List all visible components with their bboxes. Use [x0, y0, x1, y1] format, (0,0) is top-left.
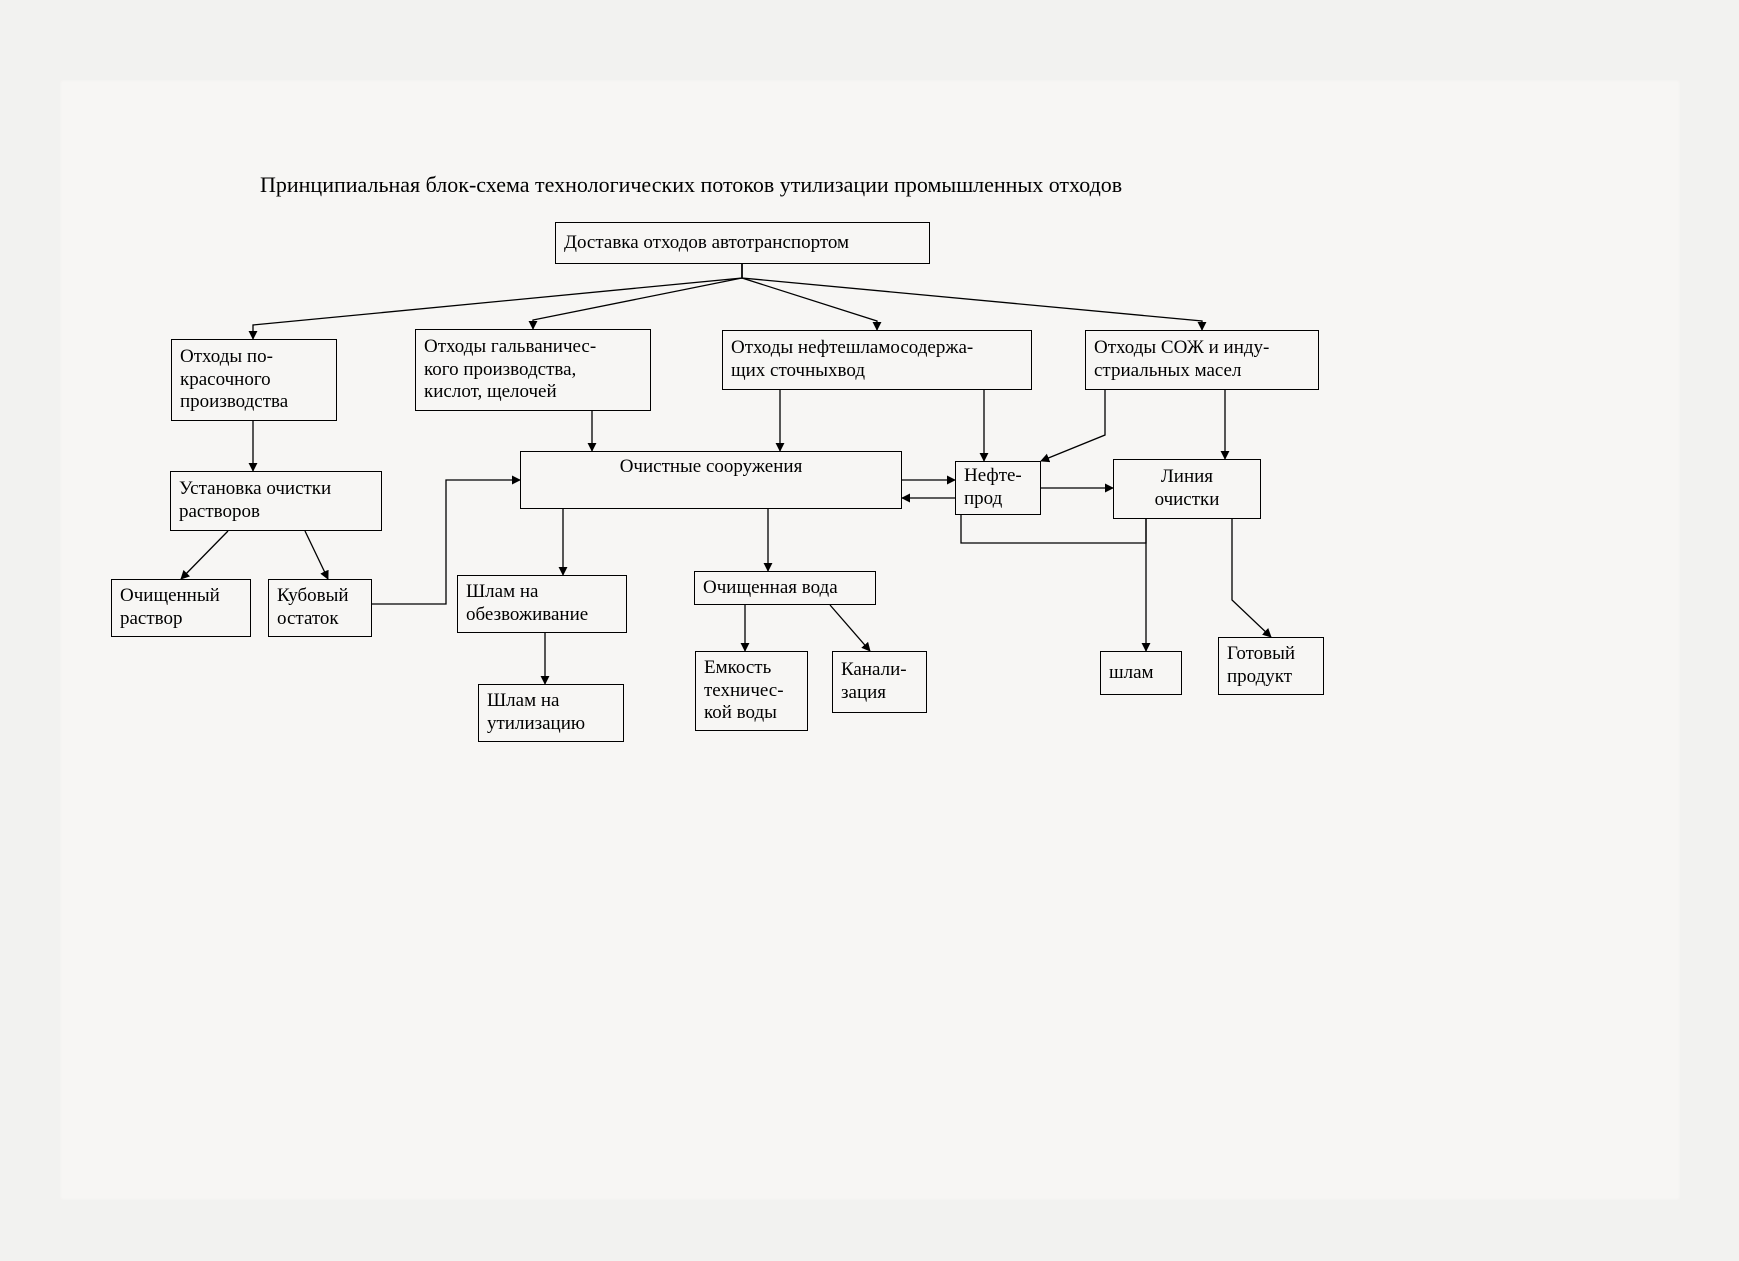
node-n_cleansol: Очищенныйраствор	[111, 579, 251, 637]
node-label: Отходы гальваничес-кого производства,кис…	[424, 336, 596, 404]
node-n_cleanline: Линияочистки	[1113, 459, 1261, 519]
node-n_product: Готовыйпродукт	[1218, 637, 1324, 695]
node-label: Канали-зация	[841, 659, 907, 705]
node-label: Отходы нефтешламосодержа-щих сточныхвод	[731, 337, 973, 383]
node-label: Доставка отходов автотранспортом	[564, 232, 849, 255]
node-n_delivery: Доставка отходов автотранспортом	[555, 222, 930, 264]
node-n_techwater: Емкостьтехничес-кой воды	[695, 651, 808, 731]
node-n_shlam: шлам	[1100, 651, 1182, 695]
node-label: Линияочистки	[1155, 466, 1220, 512]
node-n_sludge_util: Шлам наутилизацию	[478, 684, 624, 742]
node-label: Отходы по-красочногопроизводства	[180, 346, 288, 414]
diagram-title: Принципиальная блок-схема технологически…	[260, 172, 1122, 198]
node-label: Отходы СОЖ и инду-стриальных масел	[1094, 337, 1269, 383]
node-label: Шлам наутилизацию	[487, 690, 585, 736]
node-label: Кубовыйостаток	[277, 585, 349, 631]
node-label: Очистные сооружения	[620, 456, 803, 479]
node-n_sewer: Канали-зация	[832, 651, 927, 713]
page: Принципиальная блок-схема технологически…	[0, 0, 1739, 1261]
node-n_sozh: Отходы СОЖ и инду-стриальных масел	[1085, 330, 1319, 390]
node-n_galvanic: Отходы гальваничес-кого производства,кис…	[415, 329, 651, 411]
node-label: Очищенныйраствор	[120, 585, 220, 631]
node-label: Очищенная вода	[703, 577, 838, 600]
node-n_cleaninst: Установка очисткирастворов	[170, 471, 382, 531]
node-n_treatment: Очистные сооружения	[520, 451, 902, 509]
node-n_sludge_dewater: Шлам наобезвоживание	[457, 575, 627, 633]
node-label: Емкостьтехничес-кой воды	[704, 657, 784, 725]
node-label: шлам	[1109, 662, 1154, 685]
node-label: Шлам наобезвоживание	[466, 581, 588, 627]
node-n_cube: Кубовыйостаток	[268, 579, 372, 637]
node-label: Установка очисткирастворов	[179, 478, 331, 524]
node-label: Готовыйпродукт	[1227, 643, 1295, 689]
node-n_oilprod: Нефте-прод	[955, 461, 1041, 515]
node-label: Нефте-прод	[964, 465, 1022, 511]
node-n_paint: Отходы по-красочногопроизводства	[171, 339, 337, 421]
node-n_cleanwater: Очищенная вода	[694, 571, 876, 605]
node-n_oilsludge: Отходы нефтешламосодержа-щих сточныхвод	[722, 330, 1032, 390]
